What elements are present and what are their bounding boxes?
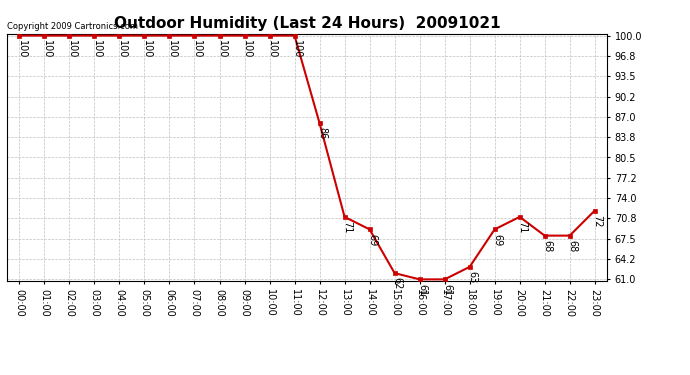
Text: 68: 68 — [542, 240, 553, 252]
Text: 100: 100 — [67, 40, 77, 58]
Text: 61: 61 — [417, 284, 427, 296]
Text: 100: 100 — [242, 40, 253, 58]
Text: 100: 100 — [193, 40, 202, 58]
Text: 100: 100 — [117, 40, 127, 58]
Text: 69: 69 — [493, 234, 502, 246]
Text: 100: 100 — [92, 40, 102, 58]
Text: 100: 100 — [142, 40, 152, 58]
Text: 68: 68 — [567, 240, 578, 252]
Text: 100: 100 — [167, 40, 177, 58]
Text: Copyright 2009 Cartronics.com: Copyright 2009 Cartronics.com — [7, 22, 138, 31]
Text: 63: 63 — [467, 271, 477, 283]
Text: 72: 72 — [593, 215, 602, 227]
Text: 62: 62 — [393, 277, 402, 290]
Text: 100: 100 — [17, 40, 27, 58]
Title: Outdoor Humidity (Last 24 Hours)  20091021: Outdoor Humidity (Last 24 Hours) 2009102… — [114, 16, 500, 31]
Text: 86: 86 — [317, 127, 327, 140]
Text: 71: 71 — [518, 221, 527, 233]
Text: 71: 71 — [342, 221, 353, 233]
Text: 69: 69 — [367, 234, 377, 246]
Text: 100: 100 — [42, 40, 52, 58]
Text: 100: 100 — [217, 40, 227, 58]
Text: 100: 100 — [267, 40, 277, 58]
Text: 61: 61 — [442, 284, 453, 296]
Text: 100: 100 — [293, 40, 302, 58]
